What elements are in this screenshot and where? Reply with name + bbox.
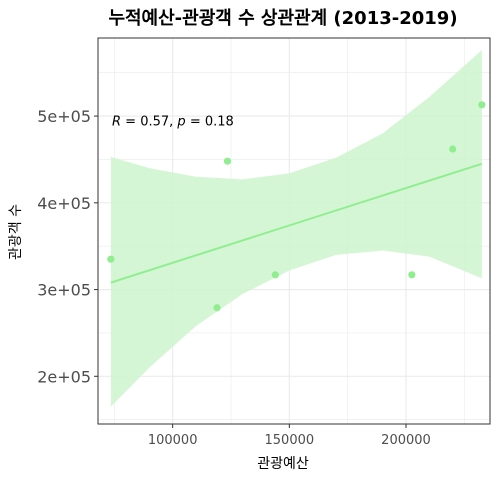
regression-line-layer bbox=[110, 162, 483, 284]
data-point-5 bbox=[408, 271, 416, 279]
x-tick-label: 150000 bbox=[265, 433, 315, 448]
regression-line bbox=[110, 162, 483, 284]
data-point-3 bbox=[223, 157, 232, 165]
x-axis-label: 관광예산 bbox=[257, 456, 309, 472]
annotation-p-value: = 0.18 bbox=[186, 114, 234, 129]
panel-border bbox=[97, 37, 491, 425]
annotation-p-symbol: p bbox=[176, 114, 185, 129]
data-point-7 bbox=[478, 101, 486, 109]
annotation-r-symbol: R bbox=[112, 114, 121, 129]
y-axis-label: 관광객 수 bbox=[8, 204, 24, 260]
correlation-annotation: R = 0.57, p = 0.18 bbox=[112, 114, 234, 129]
x-tick-label: 100000 bbox=[148, 433, 198, 448]
data-point-6 bbox=[449, 145, 457, 153]
confidence-band-layer bbox=[110, 50, 482, 407]
y-tick-label: 2e+05 bbox=[37, 367, 91, 386]
point-layer bbox=[107, 101, 486, 312]
y-tick-label: 4e+05 bbox=[37, 194, 91, 213]
data-point-2 bbox=[213, 304, 221, 312]
chart-title: 누적예산-관광객 수 상관관계 (2013-2019) bbox=[108, 8, 457, 29]
annotation-layer: R = 0.57, p = 0.18 bbox=[112, 114, 234, 129]
axis-layer: 100000 150000 200000 2e+05 3e+05 4e+05 5e+05 bbox=[37, 107, 431, 448]
y-tick-label: 5e+05 bbox=[37, 107, 91, 126]
y-tick-label: 3e+05 bbox=[37, 281, 91, 300]
x-tick-label: 200000 bbox=[381, 433, 431, 448]
data-point-4 bbox=[271, 271, 279, 279]
data-point-1 bbox=[107, 255, 115, 263]
confidence-band bbox=[110, 50, 482, 407]
annotation-r-value: = 0.57, bbox=[121, 114, 177, 129]
